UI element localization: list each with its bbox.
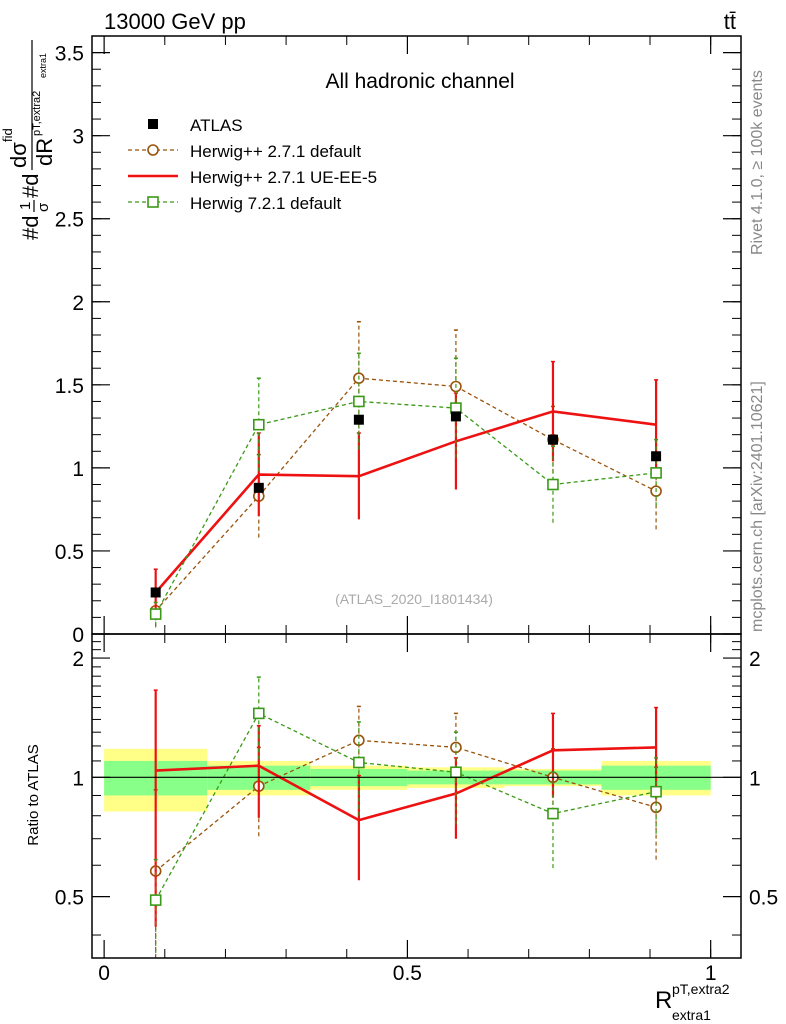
series-line-0 [155, 739, 657, 872]
series-marker-2 [353, 756, 365, 769]
main-panel: 0 0.5 1 1.5 2 2.5 3 3.5 All hadronic channel (A… [55, 35, 742, 647]
series-marker-2 [547, 478, 559, 491]
series-marker-2 [547, 807, 559, 820]
legend-label-1: Herwig++ 2.7.1 UE-EE-5 [190, 168, 377, 187]
data-point [253, 482, 264, 493]
chart-title: All hadronic channel [325, 70, 514, 93]
energy-label: 13000 GeV pp [104, 9, 246, 34]
y-axis-label-ratio: Ratio to ATLAS [25, 744, 42, 845]
data-point [353, 414, 364, 425]
legend-label-data: ATLAS [190, 116, 243, 135]
series-marker-2 [252, 707, 265, 720]
ylabel-sub1: pT,extra2 [31, 91, 43, 136]
legend-marker-2 [147, 196, 159, 208]
legend-marker-0 [147, 144, 159, 156]
ratio-panel: 0.5 0.5 1 1 2 2 [55, 633, 778, 959]
series-marker-2 [149, 894, 162, 906]
x-tick-label: 1 [705, 962, 717, 985]
x-tick-label: 0.5 [393, 962, 422, 985]
legend-marker-data [148, 119, 158, 129]
ratio-tick-label: 2 [72, 648, 84, 671]
ratio-tick-label: 0.5 [55, 887, 84, 910]
series-marker-2 [650, 785, 662, 798]
y-tick-label: 3 [72, 126, 84, 149]
xlabel-sup: pT,extra2 [672, 981, 730, 997]
legend-label-2: Herwig 7.2.1 default [190, 194, 341, 213]
ylabel-sub2: extra1 [38, 53, 48, 78]
series-line-2 [155, 712, 657, 901]
data-point [651, 451, 662, 462]
site-label: mcplots.cern.ch [arXiv:2401.10621] [749, 381, 766, 632]
ylabel-hash1: #d [18, 216, 43, 240]
ratio-tick-label-right: 2 [749, 648, 761, 671]
data-point [547, 434, 558, 445]
ratio-tick-label: 1 [72, 767, 84, 790]
ratio-frame [91, 633, 742, 959]
ylabel-dsigma: dσ [6, 142, 31, 168]
ratio-tick-label-right: 1 [749, 767, 761, 790]
ylabel-fid: fid [0, 128, 15, 142]
xlabel-sub: extra1 [672, 1007, 711, 1023]
xlabel-R: R [655, 987, 672, 1014]
legend: ATLAS Herwig++ 2.7.1 default Herwig++ 2.7.… [128, 116, 377, 213]
ylabel-hash2: #d [18, 174, 43, 198]
ratio-tick-label-right: 0.5 [749, 887, 778, 910]
y-tick-label: 0 [72, 624, 84, 647]
y-tick-label: 0.5 [55, 541, 84, 564]
series-marker-2 [252, 418, 265, 431]
y-tick-label: 2 [72, 292, 84, 315]
y-tick-label: 2.5 [55, 209, 84, 232]
series-line-1 [155, 746, 657, 822]
process-label: tt̄ [724, 9, 736, 34]
series-marker-2 [650, 467, 662, 479]
y-tick-label: 1.5 [55, 375, 84, 398]
rivet-label: Rivet 4.1.0, ≥ 100k events [749, 70, 766, 255]
data-point [150, 587, 161, 598]
data-point [450, 411, 461, 422]
series-line-1 [154, 410, 657, 594]
legend-label-0: Herwig++ 2.7.1 default [190, 142, 361, 161]
series-line-2 [155, 400, 657, 615]
y-axis-label-main: #d 1 σ #d dσ fid dR pT,extra2 extra1 [0, 40, 57, 240]
y-tick-label: 1 [72, 458, 84, 481]
series-line-0 [155, 377, 657, 612]
y-tick-label: 3.5 [55, 43, 84, 66]
x-tick-label: 0 [98, 962, 110, 985]
ylabel-frac-top: 1 [17, 202, 34, 210]
series-marker-2 [149, 608, 162, 620]
ylabel-frac-bot: σ [35, 202, 52, 212]
series-marker-2 [353, 395, 365, 408]
analysis-watermark: (ATLAS_2020_I1801434) [335, 591, 493, 607]
x-axis-label: R pT,extra2 extra1 [655, 981, 730, 1023]
ylabel-dR: dR [32, 138, 57, 166]
series-marker-2 [450, 766, 462, 779]
